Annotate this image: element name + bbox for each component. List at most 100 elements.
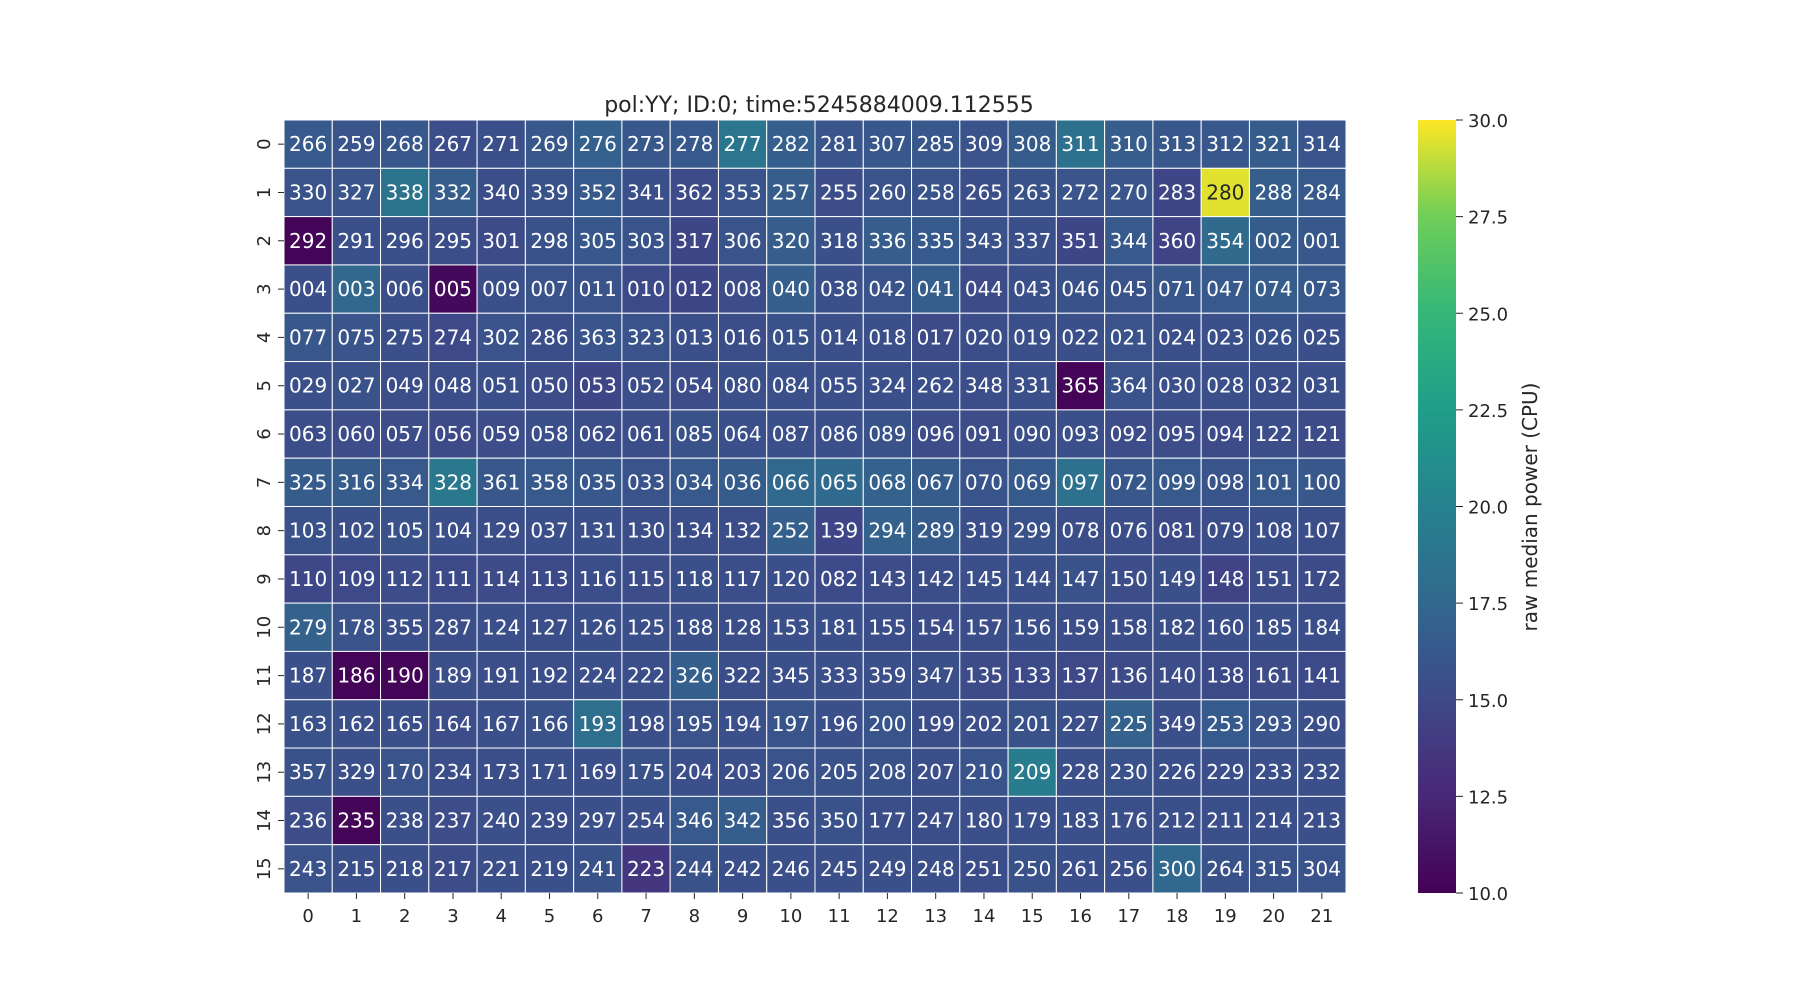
cell-label: 322 xyxy=(723,664,761,688)
cell-label: 065 xyxy=(820,470,858,494)
colorbar-tick-label: 10.0 xyxy=(1468,884,1508,905)
cell-label: 207 xyxy=(917,760,955,784)
cell-label: 176 xyxy=(1110,809,1148,833)
heatmap-cell xyxy=(331,409,382,459)
cell-label: 022 xyxy=(1061,325,1099,349)
heatmap-cell xyxy=(911,312,961,363)
heatmap-cell xyxy=(1007,264,1057,314)
heatmap-cell xyxy=(380,747,430,797)
heatmap-cell xyxy=(621,699,671,749)
cell-label: 324 xyxy=(868,374,906,398)
colorbar-tick-label: 22.5 xyxy=(1468,401,1508,422)
heatmap-cell xyxy=(1055,747,1106,797)
heatmap-cell xyxy=(717,361,768,411)
x-tick-label: 19 xyxy=(1214,906,1237,927)
heatmap-cell xyxy=(814,554,864,604)
cell-label: 256 xyxy=(1110,857,1148,881)
heatmap-cell xyxy=(766,506,816,556)
cell-label: 054 xyxy=(675,374,713,398)
cell-label: 175 xyxy=(627,760,665,784)
cell-label: 211 xyxy=(1206,809,1244,833)
heatmap-cell xyxy=(1152,844,1202,894)
cell-label: 029 xyxy=(289,374,327,398)
cell-label: 013 xyxy=(675,325,713,349)
cell-label: 030 xyxy=(1158,374,1196,398)
cell-label: 327 xyxy=(337,180,375,204)
heatmap-cell xyxy=(959,216,1009,266)
cell-label: 319 xyxy=(965,519,1003,543)
heatmap-cell xyxy=(1055,844,1106,894)
cell-label: 116 xyxy=(579,567,617,591)
heatmap-cell xyxy=(1104,167,1154,218)
cell-label: 200 xyxy=(868,712,906,736)
cell-label: 283 xyxy=(1158,180,1196,204)
cell-label: 195 xyxy=(675,712,713,736)
cell-label: 118 xyxy=(675,567,713,591)
cell-label: 080 xyxy=(723,374,761,398)
colorbar-tick-label: 20.0 xyxy=(1468,498,1508,519)
heatmap-cell xyxy=(669,457,719,507)
cell-label: 346 xyxy=(675,809,713,833)
cell-label: 055 xyxy=(820,374,858,398)
heatmap-cell xyxy=(283,506,333,556)
heatmap-cell xyxy=(1297,554,1347,604)
cell-label: 050 xyxy=(530,374,568,398)
heatmap-cell xyxy=(814,747,864,797)
heatmap-cell xyxy=(1200,554,1250,604)
cell-label: 239 xyxy=(530,809,568,833)
y-tick-label: 3 xyxy=(254,283,275,294)
cell-label: 006 xyxy=(386,277,424,301)
colorbar-tick-label: 17.5 xyxy=(1468,594,1508,615)
cell-label: 177 xyxy=(868,809,906,833)
cell-label: 053 xyxy=(579,374,617,398)
heatmap-cell xyxy=(862,409,913,459)
cell-label: 218 xyxy=(386,857,424,881)
heatmap-cell xyxy=(1152,264,1202,314)
cell-label: 248 xyxy=(917,857,955,881)
heatmap-cell xyxy=(573,409,623,459)
heatmap-cell xyxy=(717,119,768,169)
cell-label: 076 xyxy=(1110,519,1148,543)
heatmap-cell xyxy=(428,216,478,266)
cell-label: 189 xyxy=(434,664,472,688)
heatmap-cell xyxy=(283,554,333,604)
heatmap-cell xyxy=(717,602,768,652)
heatmap-cell xyxy=(283,699,333,749)
cell-label: 097 xyxy=(1061,470,1099,494)
cell-label: 121 xyxy=(1303,422,1341,446)
cell-label: 351 xyxy=(1061,229,1099,253)
cell-label: 331 xyxy=(1013,374,1051,398)
cell-label: 129 xyxy=(482,519,520,543)
cell-label: 101 xyxy=(1254,470,1292,494)
cell-label: 147 xyxy=(1061,567,1099,591)
cell-label: 122 xyxy=(1254,422,1292,446)
cell-label: 056 xyxy=(434,422,472,446)
cell-label: 255 xyxy=(820,180,858,204)
cell-label: 148 xyxy=(1206,567,1244,591)
heatmap-cell xyxy=(1152,119,1202,169)
cell-label: 340 xyxy=(482,180,520,204)
cell-label: 210 xyxy=(965,760,1003,784)
heatmap-cell xyxy=(1055,409,1106,459)
heatmap-cell xyxy=(1297,650,1347,701)
cell-label: 300 xyxy=(1158,857,1196,881)
heatmap-cell xyxy=(331,457,382,507)
cell-label: 284 xyxy=(1303,180,1341,204)
cell-label: 027 xyxy=(337,374,375,398)
cell-label: 099 xyxy=(1158,470,1196,494)
cell-label: 271 xyxy=(482,132,520,156)
heatmap-cell xyxy=(573,264,623,314)
cell-label: 333 xyxy=(820,664,858,688)
heatmap-cell xyxy=(283,167,333,218)
heatmap-cell xyxy=(283,264,333,314)
heatmap-cell xyxy=(524,167,575,218)
cell-label: 158 xyxy=(1110,615,1148,639)
heatmap-cell xyxy=(717,795,768,846)
cell-label: 017 xyxy=(917,325,955,349)
cell-label: 079 xyxy=(1206,519,1244,543)
cell-label: 131 xyxy=(579,519,617,543)
y-tick-label: 0 xyxy=(254,138,275,149)
heatmap-cell xyxy=(959,650,1009,701)
cell-label: 225 xyxy=(1110,712,1148,736)
